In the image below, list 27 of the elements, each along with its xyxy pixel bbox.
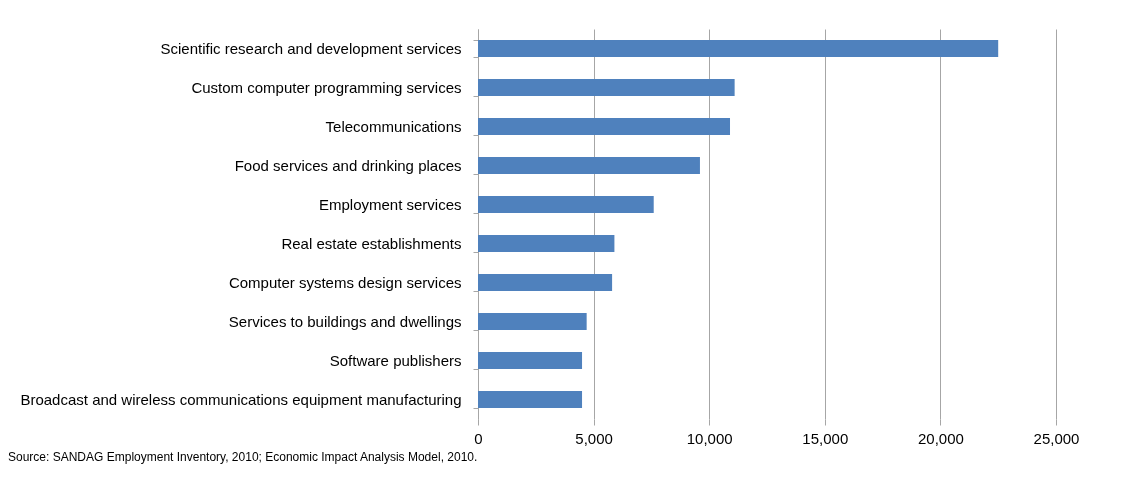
bar [478, 313, 587, 330]
bar [478, 196, 654, 213]
y-tick-label: Food services and drinking places [234, 157, 462, 174]
x-tick-label: 5,000 [575, 429, 613, 447]
x-tick-label: 20,000 [917, 429, 964, 447]
y-tick-label: Scientific research and development services [160, 40, 462, 57]
x-tick-label: 15,000 [802, 429, 849, 447]
x-tick-label: 25,000 [1033, 429, 1080, 447]
y-tick-label: Broadcast and wireless communications equipment manufacturing [20, 391, 462, 408]
bar [478, 79, 735, 96]
source-note: Source: SANDAG Employment Inventory, 2010; Economic Impact Analysis Model, 2010. [8, 450, 478, 464]
y-tick-label: Software publishers [329, 352, 462, 369]
y-tick-label: Telecommunications [325, 118, 462, 135]
bar [478, 391, 583, 408]
y-tick-label: Computer systems design services [228, 274, 462, 291]
x-tick-label: 10,000 [686, 429, 733, 447]
y-tick-label: Real estate establishments [281, 235, 462, 252]
bar [478, 274, 613, 291]
x-tick-label: 0 [474, 429, 483, 447]
bar [478, 235, 615, 252]
bar [478, 40, 999, 57]
bar [478, 118, 731, 135]
bar [478, 352, 583, 369]
y-tick-label: Custom computer programming services [191, 79, 462, 96]
y-tick-label: Employment services [318, 196, 462, 213]
bar [478, 157, 700, 174]
y-tick-label: Services to buildings and dwellings [228, 313, 462, 330]
